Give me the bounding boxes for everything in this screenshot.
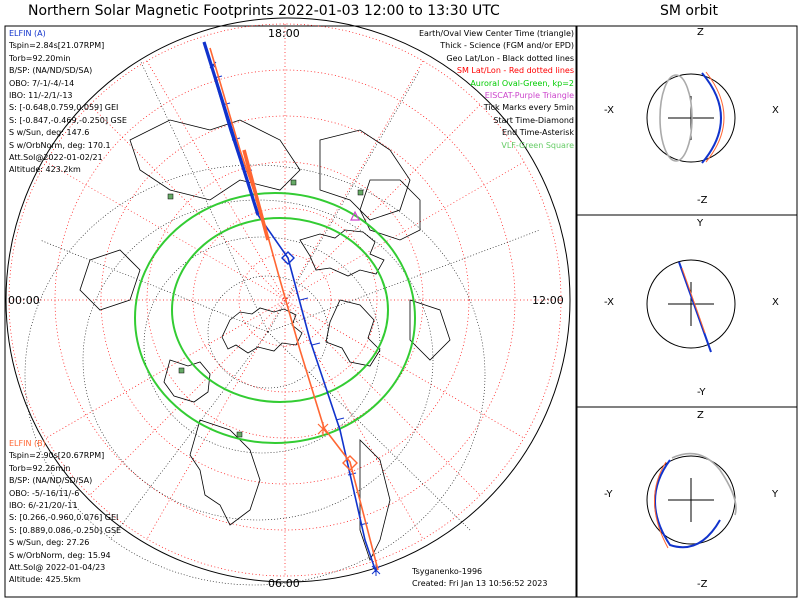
mlt-label-left: 00:00	[8, 294, 40, 307]
probe-b-track	[209, 47, 379, 571]
probe-a-track	[202, 41, 381, 576]
created-timestamp: Created: Fri Jan 13 10:56:52 2023	[412, 579, 548, 588]
probe-b-line: OBO: -5/-16/11/-6	[9, 488, 80, 498]
orbit3-right-label: Y	[772, 489, 779, 500]
vlf-square	[178, 367, 185, 374]
legend-item: Start Time-Diamond	[493, 115, 574, 125]
probe-b-line: Torb=92.26min	[9, 463, 71, 473]
mlt-label-right: 12:00	[532, 294, 564, 307]
legend-item: EISCAT-Purple Triangle	[484, 91, 574, 101]
map-frame	[4, 25, 577, 598]
probe-a-line: Torb=92.20min	[9, 53, 71, 63]
probe-a-line: B/SP: (NA/ND/SD/SA)	[9, 66, 93, 76]
probe-b-line: Altitude: 425.5km	[9, 575, 81, 585]
eiscat-triangle	[350, 210, 360, 221]
vlf-stations	[167, 179, 364, 438]
probe-b-line: IBO: 6/-21/20/-11	[9, 501, 78, 511]
probe-a-line: IBO: 11/-2/1/-13	[9, 91, 73, 101]
orbit1-top-label: Z	[697, 27, 704, 38]
vlf-square	[357, 189, 364, 196]
legend-item: Auroral Oval-Green, kp=2	[470, 78, 574, 88]
probe-a-line: S w/OrbNorm, deg: 170.1	[9, 140, 111, 150]
probe-a-info: ELFIN (A) Tspin=2.84s[21.07RPM] Torb=92.…	[9, 28, 127, 177]
vlf-square	[290, 179, 297, 186]
orbit3-bottom-label: -Z	[697, 579, 708, 590]
probe-b-line: Att.Sol@ 2022-01-04/23	[9, 563, 106, 573]
orbit1-left-label: -X	[604, 105, 614, 116]
probe-a-line: Att.Sol@2022-01-02/21	[9, 153, 103, 163]
probe-a-line: Altitude: 423.2km	[9, 165, 81, 175]
figure-title: Northern Solar Magnetic Footprints 2022-…	[28, 3, 500, 19]
orbit1-right-label: X	[772, 105, 779, 116]
probe-a-line: S: [-0.648,0.759,0.059] GEI	[9, 103, 119, 113]
probe-a-line: OBO: 7/-1/-4/-14	[9, 78, 75, 88]
auroral-oval	[134, 192, 416, 444]
probe-b-name: ELFIN (B)	[9, 439, 46, 448]
probe-a-line: Tspin=2.84s[21.07RPM]	[9, 41, 105, 51]
mlt-label-bottom: 06:00	[268, 577, 300, 590]
probe-b-line: S: [0.266,-0.960,0.076] GEI	[9, 513, 119, 523]
probe-b-line: B/SP: (NA/ND/SD/SA)	[9, 476, 93, 486]
model-credit: Tsyganenko-1996	[412, 567, 483, 576]
orbit-panel-xy	[646, 259, 736, 353]
legend-item: Earth/Oval View Center Time (triangle)	[418, 29, 574, 38]
probe-b-info: ELFIN (B) Tspin=2.90s[20.67RPM] Torb=92.…	[9, 438, 121, 587]
orbit2-left-label: -X	[604, 297, 614, 308]
probe-b-line: S w/Sun, deg: 27.26	[9, 538, 90, 548]
probe-b-line: S w/OrbNorm, deg: 15.94	[9, 550, 111, 560]
legend-item: End Time-Asterisk	[501, 128, 574, 138]
legend-item: VLF-Green Square	[501, 140, 574, 150]
probe-a-line: S w/Sun, deg: 147.6	[9, 128, 90, 138]
legend-item: Tick Marks every 5min	[483, 103, 574, 113]
orbit-panel-yz	[646, 452, 737, 549]
orbit2-right-label: X	[772, 297, 779, 308]
probe-b-line: Tspin=2.90s[20.67RPM]	[9, 451, 105, 461]
sm-grid	[8, 23, 562, 577]
orbit-title: SM orbit	[660, 3, 719, 19]
legend-item: Geo Lat/Lon - Black dotted lines	[446, 53, 574, 63]
coastlines	[79, 119, 451, 562]
probe-a-line: S: [-0.847,-0.469,-0.250] GSE	[9, 115, 127, 125]
probe-a-name: ELFIN (A)	[9, 29, 46, 38]
orbit-panel-xz	[646, 71, 736, 164]
legend-item: Thick - Science (FGM and/or EPD)	[440, 41, 574, 51]
legend-item: SM Lat/Lon - Red dotted lines	[456, 66, 574, 76]
vlf-square	[236, 431, 243, 438]
orbit2-bottom-label: -Y	[697, 387, 706, 398]
probe-b-line: S: [0.889,0.086,-0.250] GSE	[9, 525, 122, 535]
legend: Earth/Oval View Center Time (triangle) T…	[419, 28, 574, 152]
orbit3-left-label: -Y	[604, 489, 613, 500]
vlf-square	[167, 193, 174, 200]
orbit1-bottom-label: -Z	[697, 195, 708, 206]
orbit-frame	[576, 25, 798, 598]
mlt-label-top: 18:00	[268, 27, 300, 40]
orbit2-top-label: Y	[697, 218, 704, 229]
earth-limb	[5, 17, 571, 583]
orbit3-top-label: Z	[697, 410, 704, 421]
